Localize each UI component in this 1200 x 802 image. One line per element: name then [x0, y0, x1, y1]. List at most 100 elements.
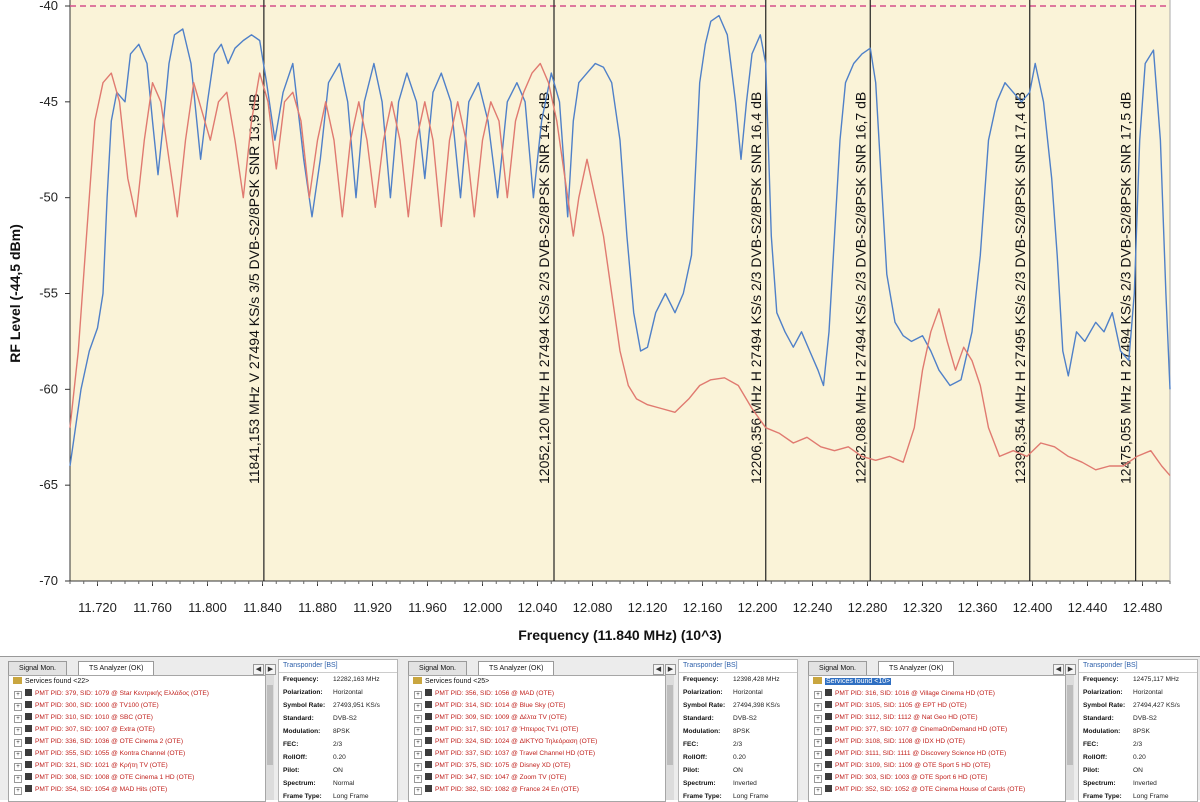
x-tick-label: 12.440 [1068, 600, 1108, 615]
expand-icon[interactable]: + [14, 763, 22, 771]
services-found-node[interactable]: Services found <22> [9, 676, 265, 688]
expand-icon[interactable]: + [14, 727, 22, 735]
service-item[interactable]: + PMT PID: 321, SID: 1021 @ Κρήτη TV (OTE… [9, 760, 265, 772]
info-value: 27493,951 KS/s [333, 702, 380, 709]
service-item[interactable]: + PMT PID: 375, SID: 1075 @ Disney XD (OT… [409, 760, 665, 772]
expand-icon[interactable]: + [814, 739, 822, 747]
service-item[interactable]: + PMT PID: 352, SID: 1052 @ OTE Cinema Ho… [809, 784, 1065, 796]
services-found-node[interactable]: Services found <25> [409, 676, 665, 688]
expand-icon[interactable]: + [414, 715, 422, 723]
expand-icon[interactable]: + [14, 751, 22, 759]
expand-icon[interactable]: + [814, 727, 822, 735]
info-key: RollOff: [283, 754, 308, 761]
scrollbar-thumb[interactable] [1067, 685, 1073, 765]
service-icon [425, 713, 432, 720]
expand-icon[interactable]: + [414, 739, 422, 747]
service-item[interactable]: + PMT PID: 303, SID: 1003 @ OTE Sport 6 H… [809, 772, 1065, 784]
expand-icon[interactable]: + [814, 787, 822, 795]
services-found-node[interactable]: Services found <10> [809, 676, 1065, 688]
expand-icon[interactable]: + [814, 763, 822, 771]
expand-icon[interactable]: + [414, 763, 422, 771]
info-key: Pilot: [283, 767, 300, 774]
service-item[interactable]: + PMT PID: 310, SID: 1010 @ SBC (OTE) [9, 712, 265, 724]
expand-icon[interactable]: + [414, 703, 422, 711]
expand-icon[interactable]: + [814, 715, 822, 723]
service-item[interactable]: + PMT PID: 355, SID: 1055 @ Kontra Channe… [9, 748, 265, 760]
transponder-label: 11841,153 MHz V 27494 KS/s 3/5 DVB-S2/8P… [246, 94, 262, 484]
x-tick-label: 11.720 [78, 600, 117, 615]
scrollbar-thumb[interactable] [267, 685, 273, 765]
scroll-right-icon[interactable]: ▶ [1065, 664, 1076, 675]
services-tree: Services found <25> + PMT PID: 356, SID: 1… [408, 675, 666, 802]
service-item[interactable]: + PMT PID: 317, SID: 1017 @ Ήπειρος TV1 (… [409, 724, 665, 736]
info-value: DVB-S2 [733, 715, 757, 722]
panel-tabs: Signal Mon. TS Analyzer (OK) ◀ ▶ [8, 661, 276, 676]
service-item[interactable]: + PMT PID: 307, SID: 1007 @ Extra (OTE) [9, 724, 265, 736]
expand-icon[interactable]: + [14, 703, 22, 711]
tab-signal-monitor[interactable]: Signal Mon. [8, 661, 67, 676]
expand-icon[interactable]: + [14, 775, 22, 783]
service-icon [25, 749, 32, 756]
y-tick-label: -60 [39, 381, 58, 396]
expand-icon[interactable]: + [414, 691, 422, 699]
info-row: RollOff: 0.20 [679, 751, 797, 764]
service-item[interactable]: + PMT PID: 382, SID: 1082 @ France 24 En … [409, 784, 665, 796]
info-value: 27494,398 KS/s [733, 702, 780, 709]
expand-icon[interactable]: + [414, 727, 422, 735]
scroll-left-icon[interactable]: ◀ [653, 664, 664, 675]
service-item[interactable]: + PMT PID: 379, SID: 1079 @ Star Κεντρική… [9, 688, 265, 700]
info-row: Symbol Rate: 27493,951 KS/s [279, 699, 397, 712]
info-key: RollOff: [683, 754, 708, 761]
service-icon [25, 701, 32, 708]
info-row: Frame Type: Long Frame [1079, 790, 1197, 801]
expand-icon[interactable]: + [14, 739, 22, 747]
expand-icon[interactable]: + [14, 787, 22, 795]
service-label: PMT PID: 317, SID: 1017 @ Ήπειρος TV1 (O… [435, 726, 579, 733]
tab-signal-monitor[interactable]: Signal Mon. [408, 661, 467, 676]
service-label: PMT PID: 354, SID: 1054 @ MAD Hits (OTE) [35, 786, 168, 793]
expand-icon[interactable]: + [414, 775, 422, 783]
tab-ts-analyzer[interactable]: TS Analyzer (OK) [878, 661, 955, 676]
expand-icon[interactable]: + [14, 715, 22, 723]
y-tick-label: -55 [39, 286, 58, 301]
service-item[interactable]: + PMT PID: 300, SID: 1000 @ TV100 (OTE) [9, 700, 265, 712]
tree-scrollbar[interactable] [666, 675, 674, 800]
service-item[interactable]: + PMT PID: 316, SID: 1016 @ Village Cinem… [809, 688, 1065, 700]
expand-icon[interactable]: + [814, 751, 822, 759]
service-item[interactable]: + PMT PID: 3108, SID: 1108 @ IDX HD (OTE) [809, 736, 1065, 748]
tab-ts-analyzer[interactable]: TS Analyzer (OK) [478, 661, 555, 676]
service-item[interactable]: + PMT PID: 3109, SID: 1109 @ OTE Sport 5 … [809, 760, 1065, 772]
expand-icon[interactable]: + [414, 751, 422, 759]
service-item[interactable]: + PMT PID: 354, SID: 1054 @ MAD Hits (OTE… [9, 784, 265, 796]
tree-scrollbar[interactable] [1066, 675, 1074, 800]
expand-icon[interactable]: + [814, 775, 822, 783]
service-item[interactable]: + PMT PID: 309, SID: 1009 @ Δέλτα TV (OTE… [409, 712, 665, 724]
scrollbar-thumb[interactable] [667, 685, 673, 765]
info-row: Spectrum: Inverted [679, 777, 797, 790]
service-item[interactable]: + PMT PID: 324, SID: 1024 @ ΔΙΚΤΥΟ Τηλεόρ… [409, 736, 665, 748]
expand-icon[interactable]: + [814, 691, 822, 699]
service-icon [25, 689, 32, 696]
scroll-left-icon[interactable]: ◀ [253, 664, 264, 675]
service-item[interactable]: + PMT PID: 314, SID: 1014 @ Blue Sky (OTE… [409, 700, 665, 712]
service-item[interactable]: + PMT PID: 3111, SID: 1111 @ Discovery Sc… [809, 748, 1065, 760]
service-label: PMT PID: 309, SID: 1009 @ Δέλτα TV (OTE) [435, 714, 567, 721]
expand-icon[interactable]: + [14, 691, 22, 699]
service-item[interactable]: + PMT PID: 347, SID: 1047 @ Zoom TV (OTE) [409, 772, 665, 784]
scroll-right-icon[interactable]: ▶ [665, 664, 676, 675]
service-item[interactable]: + PMT PID: 308, SID: 1008 @ OTE Cinema 1 … [9, 772, 265, 784]
info-key: Frame Type: [283, 793, 322, 800]
service-item[interactable]: + PMT PID: 3112, SID: 1112 @ Nat Geo HD (… [809, 712, 1065, 724]
scroll-left-icon[interactable]: ◀ [1053, 664, 1064, 675]
tab-signal-monitor[interactable]: Signal Mon. [808, 661, 867, 676]
service-item[interactable]: + PMT PID: 337, SID: 1037 @ Travel Channe… [409, 748, 665, 760]
expand-icon[interactable]: + [414, 787, 422, 795]
service-item[interactable]: + PMT PID: 336, SID: 1036 @ OTE Cinema 2 … [9, 736, 265, 748]
service-item[interactable]: + PMT PID: 356, SID: 1056 @ MAD (OTE) [409, 688, 665, 700]
service-item[interactable]: + PMT PID: 377, SID: 1077 @ CinemaOnDeman… [809, 724, 1065, 736]
tree-scrollbar[interactable] [266, 675, 274, 800]
service-item[interactable]: + PMT PID: 3105, SID: 1105 @ EPT HD (OTE) [809, 700, 1065, 712]
scroll-right-icon[interactable]: ▶ [265, 664, 276, 675]
tab-ts-analyzer[interactable]: TS Analyzer (OK) [78, 661, 155, 676]
expand-icon[interactable]: + [814, 703, 822, 711]
